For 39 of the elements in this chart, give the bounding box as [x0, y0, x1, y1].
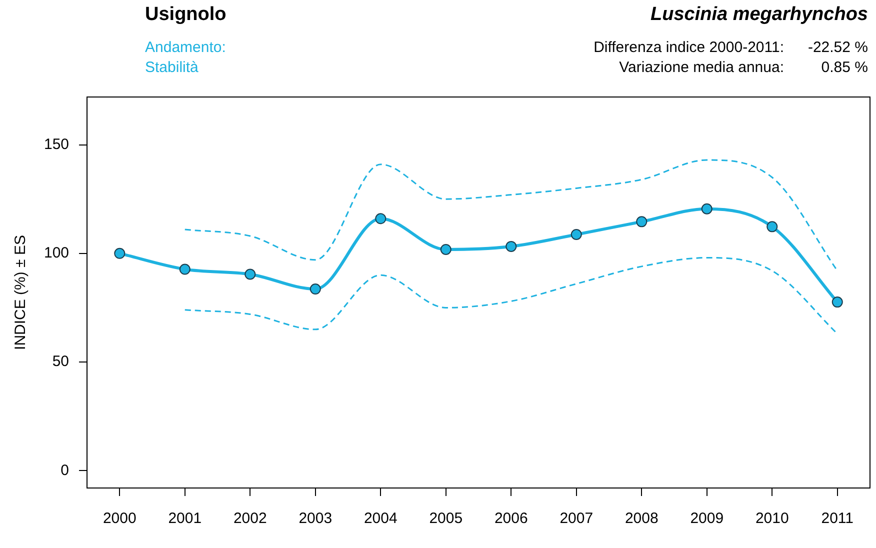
x-tick-label: 2006 [494, 510, 528, 528]
x-tick-label: 2002 [233, 510, 267, 528]
point [506, 240, 517, 252]
y-axis-title: INDICE (%) ± ES [12, 235, 30, 350]
point [114, 248, 126, 259]
point [701, 203, 712, 214]
text: -22.52 % [808, 39, 868, 56]
y-tick-label: 0 [60, 462, 70, 479]
point [310, 284, 321, 295]
point [570, 229, 582, 240]
x-tick-label: 2005 [429, 510, 463, 528]
x-tick-label: 2007 [560, 510, 594, 528]
point [440, 244, 452, 255]
text: Differenza indice 2000-2011: [594, 39, 784, 56]
x-tick-label: 2000 [102, 510, 136, 528]
x-tick-label: 2001 [168, 510, 202, 528]
text: Stabilità [145, 59, 198, 76]
x-tick-label: 2004 [364, 510, 398, 528]
x-tick-label: 2008 [624, 510, 658, 528]
line-series [184, 159, 838, 272]
x-tick-label: 2011 [821, 510, 854, 528]
point [766, 221, 778, 232]
x-tick-label: 2010 [755, 510, 789, 528]
x-tick-label: 2003 [298, 510, 332, 528]
text: Andamento: [145, 39, 226, 56]
point [179, 264, 190, 275]
chart-title: Usignolo [145, 4, 226, 26]
chart-subtitle: Luscinia megarhynchos [650, 4, 868, 26]
point [244, 268, 256, 280]
text: Variazione media annua: [619, 59, 784, 76]
text: 0.85 % [821, 59, 868, 76]
point [375, 213, 386, 224]
y-tick-label: 100 [44, 244, 70, 262]
y-tick-label: 150 [44, 136, 70, 153]
line-series [184, 256, 838, 335]
point [832, 296, 843, 308]
x-tick-label: 2009 [690, 510, 724, 528]
point [636, 216, 648, 228]
y-tick-label: 50 [52, 353, 70, 370]
